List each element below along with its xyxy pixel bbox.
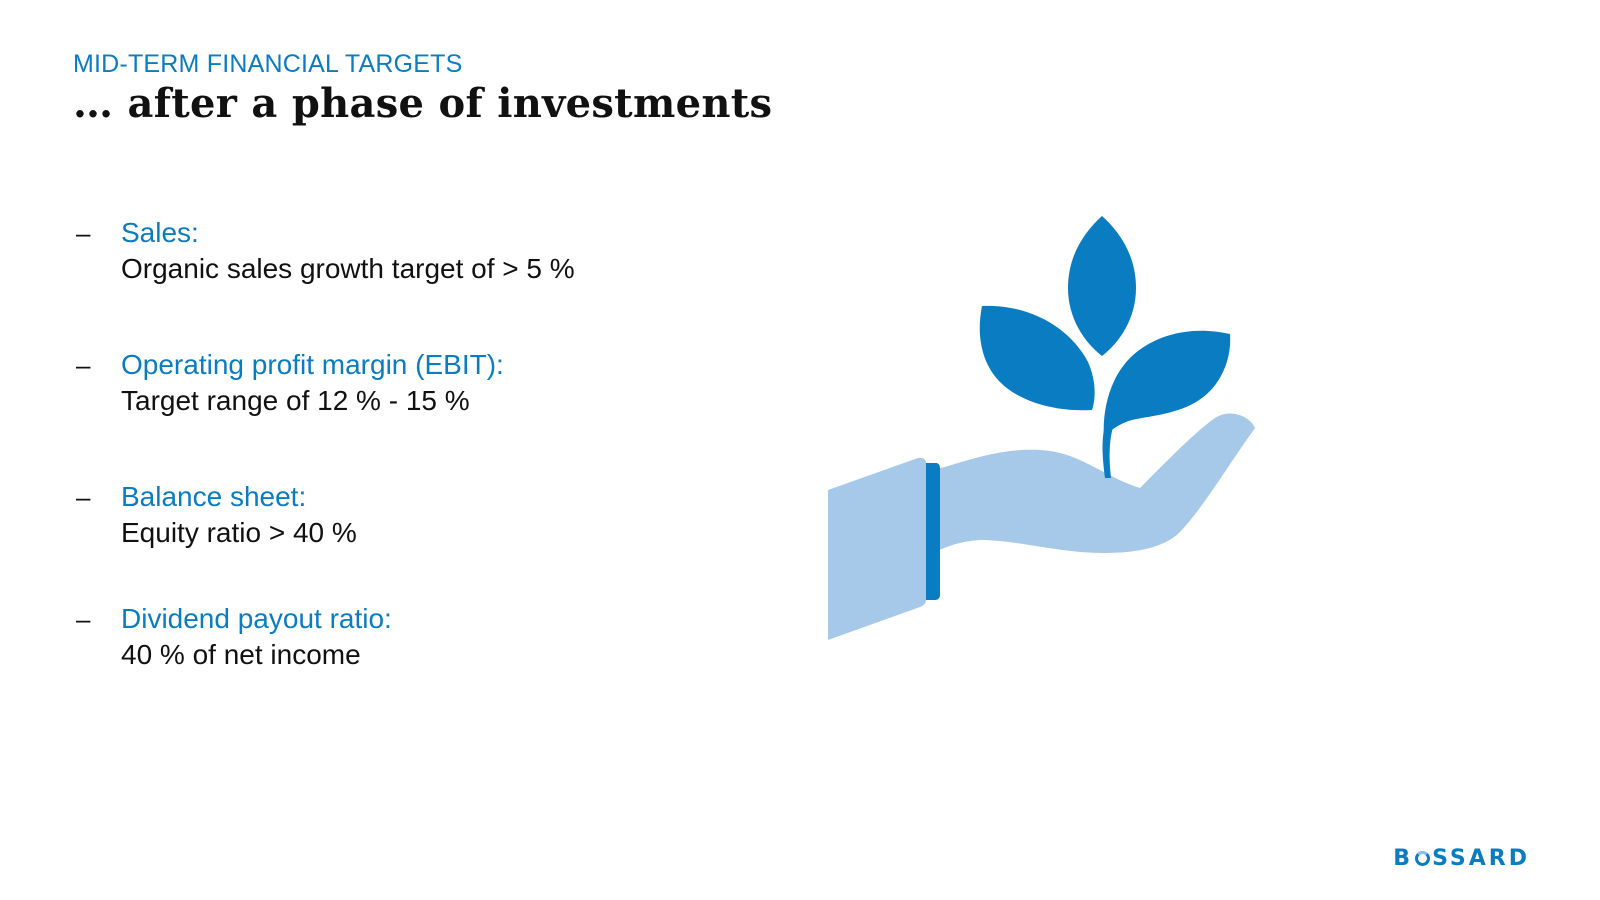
- target-value: 40 % of net income: [121, 639, 361, 670]
- bullet-dash: –: [76, 218, 91, 248]
- bullet-dash: –: [76, 482, 91, 512]
- leaf-top: [1068, 216, 1136, 356]
- section-kicker: MID-TERM FINANCIAL TARGETS: [73, 50, 463, 78]
- logo-text-end: SSARD: [1432, 846, 1530, 871]
- target-value: Equity ratio > 40 %: [121, 517, 357, 548]
- target-value: Organic sales growth target of > 5 %: [121, 253, 575, 284]
- target-label: Operating profit margin (EBIT):: [121, 349, 504, 380]
- hand-holding-plant-icon: [820, 210, 1260, 650]
- sleeve-cuff: [926, 463, 940, 600]
- target-item-balance-sheet: – Balance sheet: Equity ratio > 40 %: [76, 479, 357, 551]
- bullet-dash: –: [76, 604, 91, 634]
- leaf-left: [979, 305, 1095, 411]
- target-label: Dividend payout ratio:: [121, 603, 392, 634]
- target-item-dividend: – Dividend payout ratio: 40 % of net inc…: [76, 601, 392, 673]
- target-item-sales: – Sales: Organic sales growth target of …: [76, 215, 575, 287]
- bossard-logo: B SSARD: [1393, 846, 1530, 871]
- hand-shape: [934, 413, 1255, 553]
- target-label: Balance sheet:: [121, 481, 307, 512]
- target-item-ebit: – Operating profit margin (EBIT): Target…: [76, 347, 504, 419]
- logo-text-start: B: [1393, 846, 1414, 871]
- bullet-dash: –: [76, 350, 91, 380]
- target-value: Target range of 12 % - 15 %: [121, 385, 470, 416]
- sleeve: [828, 457, 926, 640]
- logo-ring-icon: [1415, 851, 1431, 866]
- leaf-right: [1103, 330, 1231, 438]
- page-title: … after a phase of investments: [73, 80, 773, 127]
- target-label: Sales:: [121, 217, 199, 248]
